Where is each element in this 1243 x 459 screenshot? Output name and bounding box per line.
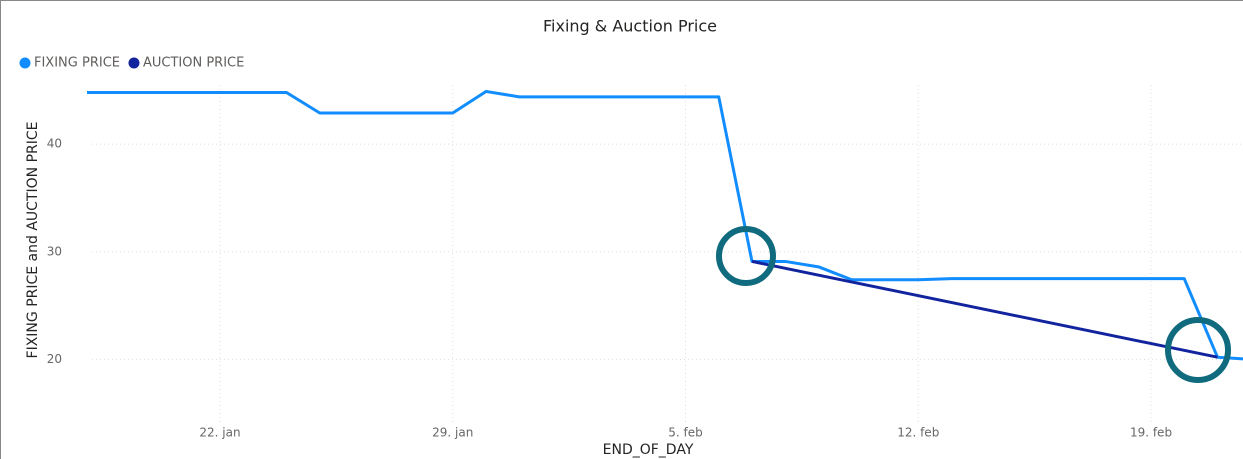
x-tick-label: 19. feb — [1130, 426, 1172, 440]
x-axis-label: END_OF_DAY — [603, 442, 694, 458]
highlight-circle — [1165, 317, 1231, 383]
legend-marker — [128, 57, 140, 69]
legend-label: AUCTION PRICE — [143, 56, 244, 71]
y-tick-label: 30 — [47, 244, 62, 258]
highlight-circle — [716, 226, 776, 286]
x-tick-label: 5. feb — [668, 426, 703, 440]
x-tick-label: 12. feb — [897, 426, 939, 440]
legend-label: FIXING PRICE — [34, 56, 120, 71]
y-axis-label: FIXING PRICE and AUCTION PRICE — [25, 122, 41, 359]
chart-title: Fixing & Auction Price — [543, 17, 717, 36]
grid: 20 30 40 22. jan 29. jan 5. feb 12. feb 19. feb — [47, 85, 1243, 440]
series-line — [87, 89, 1243, 361]
plot — [87, 89, 1243, 361]
legend: FIXING PRICE AUCTION PRICE — [19, 56, 244, 71]
legend-marker — [19, 57, 31, 69]
x-tick-label: 22. jan — [199, 426, 240, 440]
y-tick-label: 40 — [47, 137, 62, 151]
series-line — [751, 259, 1218, 359]
x-tick-label: 29. jan — [432, 426, 473, 440]
y-tick-label: 20 — [47, 352, 62, 366]
